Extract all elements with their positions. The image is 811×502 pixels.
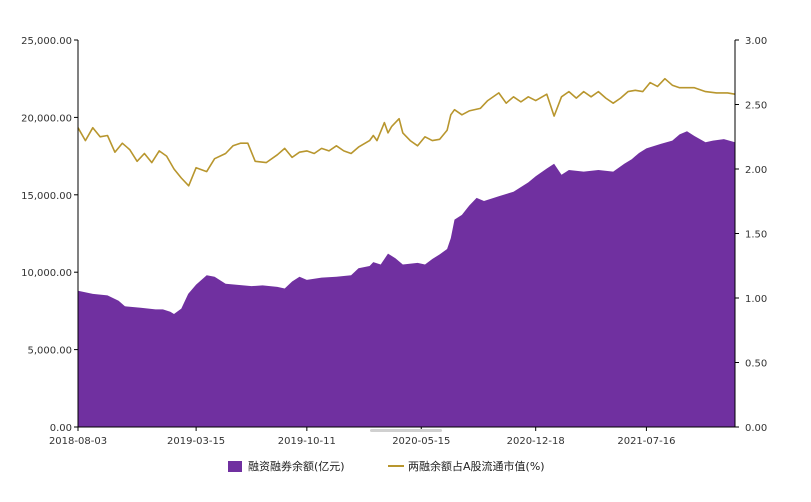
axes-layer: 0.00 5,000.00 10,000.00 15,000.00 20,000.00 2… <box>21 36 767 447</box>
right-tick-label: 1.50 <box>745 230 767 241</box>
right-tick-label: 3.00 <box>745 36 767 47</box>
area-series-fill <box>78 131 735 428</box>
line-series-path <box>77 77 736 187</box>
left-tick-label: 15,000.00 <box>21 191 72 202</box>
x-tick-label: 2021-07-16 <box>617 436 675 447</box>
right-tick-label: 1.00 <box>745 294 767 305</box>
x-tick-label: 2020-05-15 <box>392 436 450 447</box>
left-tick-label: 10,000.00 <box>21 268 72 279</box>
legend-label-area: 融资融券余额(亿元) <box>248 459 345 473</box>
scrollbar-indicator[interactable] <box>370 429 442 432</box>
left-tick-label: 20,000.00 <box>21 113 72 124</box>
left-tick-label: 25,000.00 <box>21 36 72 47</box>
area-series-layer <box>78 131 735 428</box>
right-tick-label: 0.00 <box>745 423 767 434</box>
legend-swatch-area <box>228 461 242 472</box>
legend: 融资融券余额(亿元) 两融余额占A股流通市值(%) <box>228 459 545 473</box>
x-tick-label: 2019-03-15 <box>167 436 225 447</box>
x-tick-label: 2020-12-18 <box>507 436 565 447</box>
right-tick-label: 2.50 <box>745 101 767 112</box>
line-series-layer <box>77 77 736 187</box>
x-tick-label: 2019-10-11 <box>278 436 336 447</box>
left-tick-label: 0.00 <box>50 423 72 434</box>
right-tick-label: 0.50 <box>745 359 767 370</box>
x-tick-label: 2018-08-03 <box>49 436 107 447</box>
right-tick-label: 2.00 <box>745 165 767 176</box>
legend-label-line: 两融余额占A股流通市值(%) <box>408 459 545 473</box>
left-tick-label: 5,000.00 <box>27 346 72 357</box>
